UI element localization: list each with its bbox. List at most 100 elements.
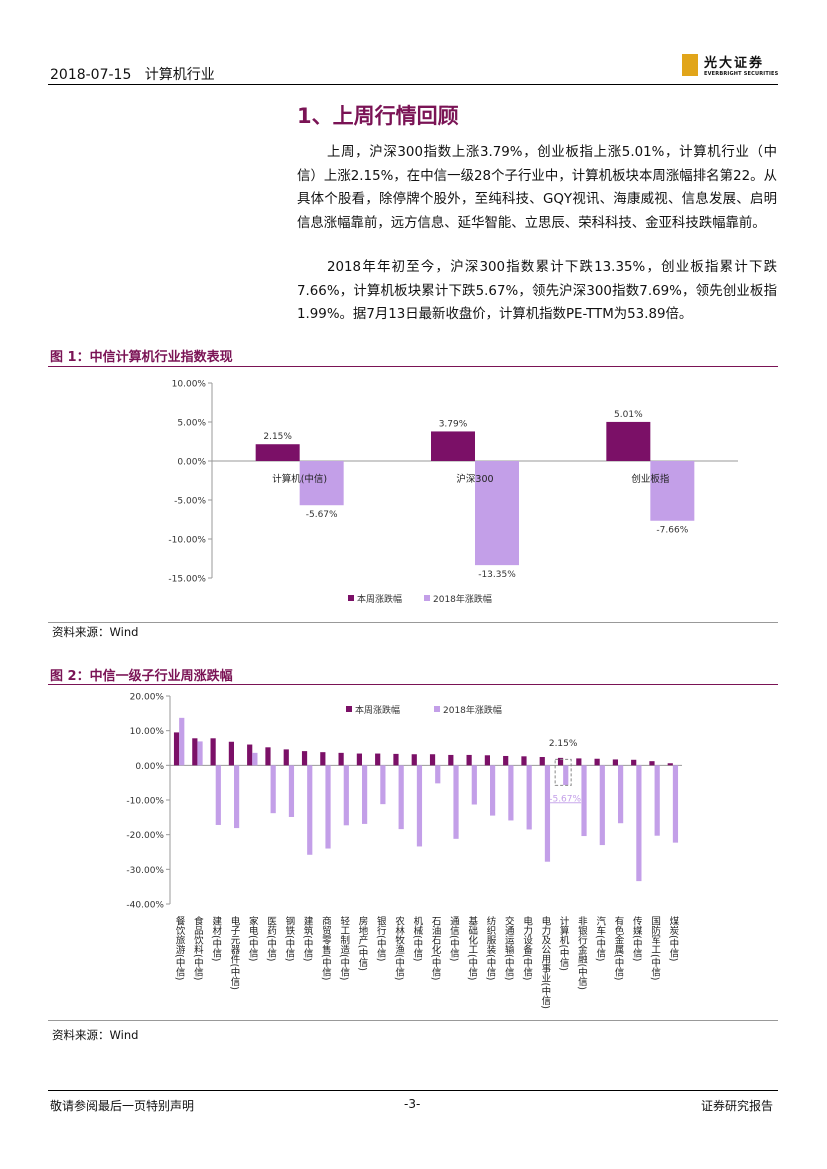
c2-bar-ytd bbox=[508, 765, 514, 821]
c2-bar-ytd bbox=[471, 765, 477, 805]
c2-category-label: 煤炭(中信) bbox=[667, 915, 679, 961]
c2-bar-ytd bbox=[343, 765, 349, 826]
c2-highlight-box bbox=[554, 758, 572, 786]
logo-subtext: EVERBRIGHT SECURITIES bbox=[704, 71, 779, 77]
c1-y-tick-label: -5.00% bbox=[174, 497, 206, 507]
c2-bar-ytd bbox=[581, 765, 587, 837]
c2-bar-weekly bbox=[503, 755, 509, 766]
c2-category-label: 交通运输(中信) bbox=[503, 915, 515, 980]
c2-bar-weekly bbox=[612, 759, 618, 766]
c2-bar-weekly bbox=[594, 758, 600, 766]
logo-text: 光大证券 bbox=[704, 56, 765, 71]
figure2-source: 资料来源：Wind bbox=[52, 1028, 139, 1042]
c2-y-tick-label: 10.00% bbox=[130, 727, 165, 737]
c2-bar-ytd bbox=[490, 765, 496, 816]
logo-mark-icon bbox=[682, 53, 698, 76]
c2-category-label: 轻工制造(中信) bbox=[338, 915, 350, 980]
figure1-top-rule bbox=[48, 366, 778, 367]
footer-disclaimer: 敬请参阅最后一页特别声明 bbox=[50, 1099, 195, 1113]
c2-bar-ytd bbox=[179, 717, 185, 766]
paragraph-ytd-review: 2018年年初至今，沪深300指数累计下跌13.35%，创业板指累计下跌7.66… bbox=[297, 260, 777, 322]
c1-bar-weekly bbox=[431, 431, 475, 461]
c2-category-label: 食品饮料(中信) bbox=[192, 915, 204, 980]
figure1-title: 图 1：中信计算机行业指数表现 bbox=[50, 350, 233, 365]
c2-bar-ytd bbox=[398, 765, 404, 830]
c2-bar-weekly bbox=[557, 757, 564, 766]
c2-bar-ytd bbox=[435, 765, 441, 784]
c2-y-tick-label: -20.00% bbox=[126, 831, 164, 841]
c2-category-label: 家电(中信) bbox=[247, 915, 259, 961]
footer-report-type: 证券研究报告 bbox=[701, 1099, 774, 1113]
c2-category-label: 有色金属(中信) bbox=[613, 915, 625, 980]
c2-bar-weekly bbox=[356, 753, 362, 766]
c1-y-tick-label: -15.00% bbox=[168, 575, 206, 585]
footer-divider bbox=[48, 1090, 778, 1091]
c2-bar-ytd bbox=[526, 765, 532, 830]
c2-bar-weekly bbox=[338, 752, 344, 766]
c1-y-tick-label: 0.00% bbox=[177, 458, 206, 468]
c2-bar-ytd bbox=[636, 765, 642, 882]
c2-bar-weekly bbox=[393, 753, 399, 766]
c2-bar-weekly bbox=[247, 744, 253, 766]
c1-legend-label-weekly: 本周涨跌幅 bbox=[357, 593, 402, 605]
c2-bar-weekly bbox=[667, 763, 673, 766]
c1-y-tick-label: -10.00% bbox=[168, 536, 206, 546]
c1-legend-swatch-weekly bbox=[348, 595, 354, 601]
page-number: -3- bbox=[404, 1097, 421, 1111]
c2-category-label: 电力及公用事业(中信) bbox=[539, 915, 551, 1009]
c2-y-tick-label: -30.00% bbox=[126, 866, 164, 876]
c2-bar-ytd bbox=[197, 741, 203, 766]
header-divider bbox=[48, 84, 778, 85]
c1-category-label: 计算机(中信) bbox=[272, 473, 327, 485]
figure2-bottom-rule bbox=[48, 1020, 778, 1021]
c2-y-tick-label: 0.00% bbox=[135, 762, 164, 772]
c1-bar-weekly bbox=[606, 421, 651, 461]
c2-bar-ytd bbox=[288, 765, 295, 817]
c2-bar-weekly bbox=[283, 749, 289, 766]
paragraph-weekly-review: 上周，沪深300指数上涨3.79%，创业板指上涨5.01%，计算机行业（中信）上… bbox=[297, 145, 777, 231]
c2-category-label: 计算机(中信) bbox=[558, 915, 570, 971]
c2-bar-ytd bbox=[599, 765, 605, 846]
c2-y-tick-label: -10.00% bbox=[126, 797, 164, 807]
c2-y-tick-label: 20.00% bbox=[130, 693, 165, 703]
c2-category-label: 钢铁(中信) bbox=[283, 915, 295, 961]
c2-bar-weekly bbox=[320, 752, 326, 766]
c2-bar-weekly bbox=[192, 738, 198, 766]
c2-y-tick-label: -40.00% bbox=[126, 901, 164, 911]
c1-bar-weekly bbox=[255, 444, 300, 461]
c2-category-label: 房地产(中信) bbox=[357, 915, 369, 971]
c2-category-label: 非银行金融(中信) bbox=[576, 915, 588, 990]
c2-bar-ytd bbox=[252, 752, 258, 766]
c2-category-label: 电力设备(中信) bbox=[521, 915, 533, 980]
c2-legend-label-weekly: 本周涨跌幅 bbox=[355, 704, 400, 716]
c1-bar-ytd bbox=[650, 461, 695, 521]
c2-bar-ytd bbox=[325, 765, 331, 849]
c2-bar-ytd bbox=[307, 765, 313, 855]
c2-bar-ytd bbox=[544, 765, 551, 862]
figure1-source: 资料来源：Wind bbox=[52, 625, 139, 639]
figure2-title: 图 2：中信一级子行业周涨跌幅 bbox=[50, 669, 233, 684]
c2-category-label: 餐饮旅游(中信) bbox=[174, 915, 186, 980]
c2-bar-ytd bbox=[672, 765, 679, 843]
c2-category-label: 通信(中信) bbox=[448, 916, 460, 961]
c2-bar-ytd bbox=[618, 765, 624, 824]
c2-bar-ytd bbox=[563, 765, 569, 785]
c2-category-label: 商贸零售(中信) bbox=[320, 915, 332, 980]
c2-category-label: 机械(中信) bbox=[411, 915, 423, 961]
c2-bar-weekly bbox=[521, 756, 527, 766]
c2-bar-weekly bbox=[411, 754, 417, 766]
c2-bar-weekly bbox=[448, 754, 454, 766]
c1-y-tick-label: 10.00% bbox=[172, 380, 207, 390]
c2-category-label: 建材(中信) bbox=[210, 915, 222, 961]
c2-bar-ytd bbox=[453, 765, 459, 839]
c2-bar-weekly bbox=[576, 758, 582, 766]
c2-bar-ytd bbox=[270, 765, 276, 814]
figure2-top-rule bbox=[48, 684, 778, 685]
c2-bar-ytd bbox=[380, 765, 386, 805]
c2-bar-weekly bbox=[301, 751, 308, 766]
c2-category-label: 银行(中信) bbox=[375, 915, 387, 961]
c2-bar-weekly bbox=[265, 747, 271, 766]
c2-bar-weekly bbox=[228, 741, 234, 766]
c2-category-label: 国防军工(中信) bbox=[649, 916, 661, 980]
c2-legend-label-ytd: 2018年涨跌幅 bbox=[443, 704, 502, 716]
